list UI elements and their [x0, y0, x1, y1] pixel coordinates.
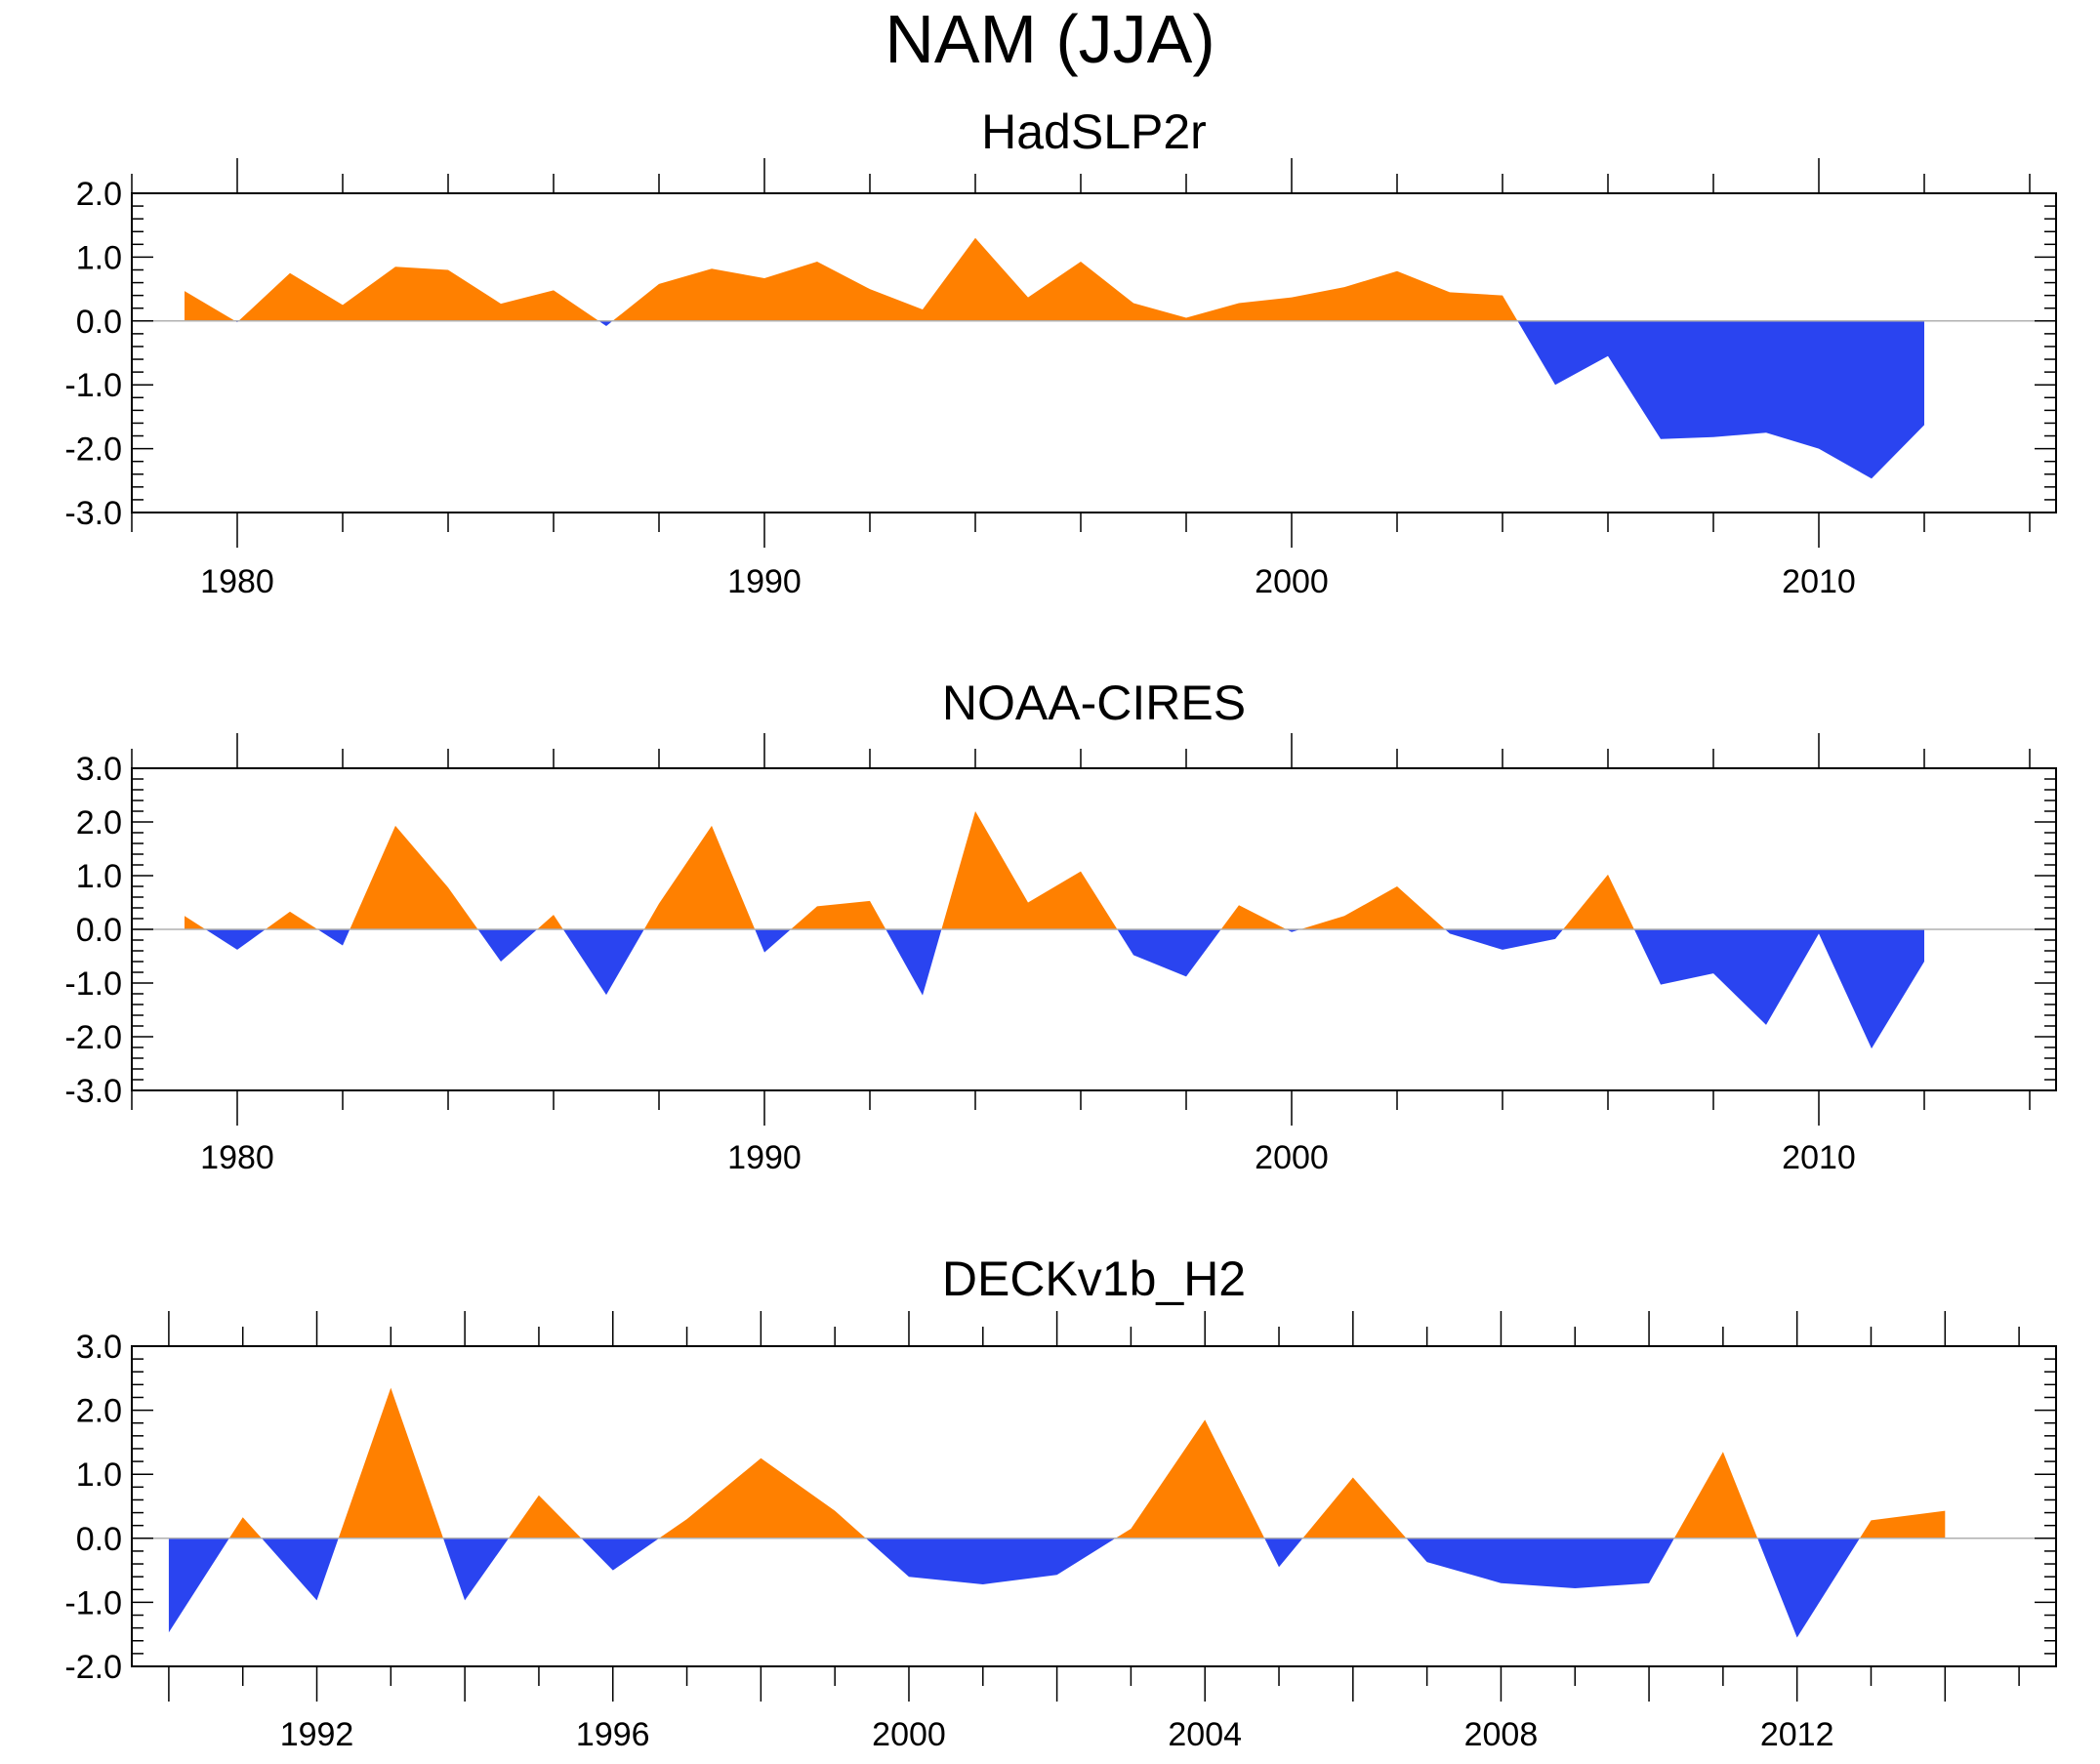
- y-tick-label: 0.0: [76, 912, 122, 949]
- negative-area-4: [598, 320, 613, 326]
- x-tick-label: 2012: [1760, 1716, 1834, 1753]
- negative-area-6: [477, 929, 538, 962]
- x-tick-label: 1990: [727, 1139, 802, 1176]
- positive-area-11: [791, 900, 886, 929]
- negative-area-18: [1445, 929, 1564, 950]
- negative-area-10: [755, 929, 791, 953]
- x-tick-label: 1980: [200, 1139, 274, 1176]
- positive-area-6: [509, 1495, 582, 1538]
- positive-area-16: [1859, 1510, 1946, 1538]
- x-tick-label: 2000: [1255, 563, 1329, 600]
- chart-panel-2: NOAA-CIRES 3.0 2.0 1.0 0.0 -1.0 -2.0 -3.0 1980 19…: [64, 676, 2057, 1176]
- positive-area-3: [238, 267, 599, 321]
- y-tick-label: -3.0: [64, 495, 122, 532]
- negative-area-2: [205, 929, 266, 950]
- x-tick-label: 2010: [1782, 563, 1856, 600]
- positive-area-10: [1115, 1419, 1265, 1538]
- y-tick-label: -1.0: [64, 367, 122, 404]
- positive-area-5: [350, 825, 478, 929]
- positive-area-3: [265, 911, 318, 929]
- negative-area-3: [262, 1538, 339, 1601]
- x-tick-label: 1990: [727, 563, 802, 600]
- positive-area-9: [643, 825, 756, 929]
- y-tick-label: 2.0: [76, 1393, 122, 1430]
- positive-area-13: [941, 811, 1118, 929]
- chart-panel-1: HadSLP2r 2.0 1.0 0.0 -1.0 -2.0 -3.0 1980 1990 200…: [64, 104, 2057, 600]
- x-tick-label: 1980: [200, 563, 274, 600]
- positive-area-12: [1302, 1477, 1407, 1538]
- figure-title: NAM (JJA): [885, 1, 1215, 77]
- y-tick-label: -1.0: [64, 1584, 122, 1621]
- positive-area-19: [1563, 874, 1634, 929]
- x-tick-label: 2000: [872, 1716, 946, 1753]
- y-tick-label: 2.0: [76, 176, 122, 213]
- positive-area-8: [659, 1457, 866, 1538]
- negative-area-8: [562, 929, 644, 996]
- y-tick-label: 3.0: [76, 751, 122, 788]
- negative-area-11: [1264, 1538, 1303, 1568]
- y-tick-label: 0.0: [76, 304, 122, 341]
- positive-area-5: [612, 237, 1518, 321]
- negative-area-20: [1633, 929, 1924, 1049]
- positive-area-2: [228, 1517, 262, 1538]
- positive-area-1: [185, 916, 206, 929]
- y-tick-label: -1.0: [64, 965, 122, 1003]
- y-tick-label: 1.0: [76, 239, 122, 276]
- positive-area-14: [1673, 1452, 1758, 1538]
- y-tick-label: 2.0: [76, 804, 122, 841]
- plot-frame: [131, 1345, 2057, 1667]
- positive-area-17: [1300, 886, 1446, 929]
- negative-area-9: [865, 1538, 1116, 1584]
- chart-title: NOAA-CIRES: [942, 676, 1246, 730]
- y-tick-label: 1.0: [76, 1456, 122, 1494]
- y-tick-label: -2.0: [64, 1649, 122, 1686]
- y-tick-label: 1.0: [76, 858, 122, 895]
- plot-frame: [131, 192, 2057, 513]
- x-tick-label: 1996: [576, 1716, 650, 1753]
- y-tick-label: -3.0: [64, 1073, 122, 1110]
- negative-area-14: [1117, 929, 1221, 977]
- x-tick-label: 2000: [1255, 1139, 1329, 1176]
- x-tick-label: 2008: [1464, 1716, 1539, 1753]
- y-tick-label: 3.0: [76, 1329, 122, 1366]
- negative-area-12: [885, 929, 942, 996]
- negative-area-6: [1517, 320, 1924, 479]
- positive-area-15: [1220, 905, 1287, 929]
- negative-area-5: [443, 1538, 509, 1601]
- negative-area-7: [581, 1538, 660, 1571]
- x-tick-label: 2004: [1168, 1716, 1242, 1753]
- negative-area-1: [168, 1538, 229, 1633]
- x-tick-label: 2010: [1782, 1139, 1856, 1176]
- y-tick-label: 0.0: [76, 1521, 122, 1558]
- positive-area-7: [537, 915, 563, 929]
- negative-area-15: [1757, 1538, 1860, 1638]
- positive-area-4: [338, 1387, 443, 1538]
- chart-panel-3: DECKv1b_H2 3.0 2.0 1.0 0.0 -1.0 -2.0 1992 1996 20…: [64, 1251, 2057, 1753]
- y-tick-label: -2.0: [64, 431, 122, 469]
- positive-area-1: [185, 291, 235, 321]
- x-tick-label: 1992: [280, 1716, 354, 1753]
- negative-area-13: [1406, 1538, 1674, 1588]
- negative-area-4: [317, 929, 350, 946]
- y-tick-label: -2.0: [64, 1019, 122, 1056]
- chart-title: DECKv1b_H2: [942, 1251, 1246, 1306]
- chart-title: HadSLP2r: [981, 104, 1207, 159]
